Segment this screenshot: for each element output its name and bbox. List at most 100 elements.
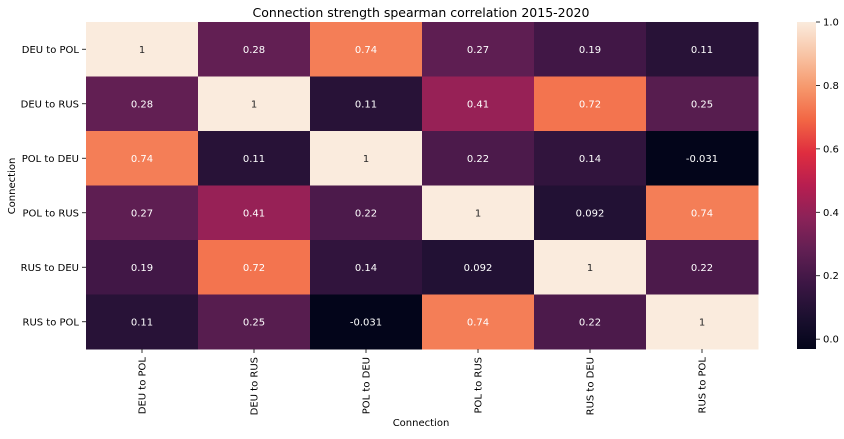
heatmap-cell xyxy=(198,76,311,132)
cell-value-label: -0.031 xyxy=(350,317,382,328)
y-tick-label: RUS to POL xyxy=(23,317,80,328)
heatmap-cell xyxy=(422,185,535,241)
heatmap-cell xyxy=(198,240,311,295)
heatmap-cell xyxy=(310,240,423,295)
heatmap-cell xyxy=(310,131,423,186)
chart-title: Connection strength spearman correlation… xyxy=(253,5,590,20)
heatmap-cell xyxy=(86,240,199,295)
y-tick-label: POL to RUS xyxy=(23,208,79,219)
cell-value-label: 0.14 xyxy=(579,154,601,165)
x-tick-label: DEU to POL xyxy=(138,357,149,415)
heatmap-cell xyxy=(534,185,647,241)
cell-value-label: 0.72 xyxy=(243,263,265,274)
y-tick-label: DEU to RUS xyxy=(21,99,79,110)
cell-value-label: 1 xyxy=(587,263,593,274)
colorbar xyxy=(797,22,816,349)
heatmap-cell xyxy=(534,76,647,132)
colorbar-tick-label: 0.4 xyxy=(823,208,839,219)
cell-value-label: 0.25 xyxy=(691,99,713,110)
cell-value-label: 0.27 xyxy=(131,208,153,219)
cell-value-label: 0.22 xyxy=(579,317,601,328)
cell-value-label: 0.27 xyxy=(467,45,489,56)
cell-value-label: 0.41 xyxy=(467,99,489,110)
colorbar-tick-label: 0.6 xyxy=(823,144,839,155)
cell-value-label: 0.25 xyxy=(243,317,265,328)
cell-value-label: 0.41 xyxy=(243,208,265,219)
heatmap-cells xyxy=(86,22,759,350)
heatmap-cell xyxy=(198,22,311,77)
cell-value-label: 0.14 xyxy=(355,263,377,274)
heatmap-cell xyxy=(86,294,199,350)
cell-value-label: 0.092 xyxy=(464,263,493,274)
heatmap-cell xyxy=(422,22,535,77)
heatmap-cell xyxy=(646,240,759,295)
heatmap-cell xyxy=(310,76,423,132)
heatmap-cell xyxy=(86,131,199,186)
heatmap-cell xyxy=(534,240,647,295)
cell-value-label: 0.11 xyxy=(355,99,377,110)
y-tick-label: RUS to DEU xyxy=(21,263,79,274)
cell-value-label: 0.11 xyxy=(691,45,713,56)
cell-value-label: 0.22 xyxy=(691,263,713,274)
cell-value-label: 0.11 xyxy=(243,154,265,165)
heatmap-cell-labels: 1 0.28 0.74 0.27 0.19 0.11 0.28 1 0.11 0.41 0.72 0.… xyxy=(131,45,718,329)
heatmap-cell xyxy=(86,185,199,241)
heatmap-cell xyxy=(310,294,423,350)
colorbar-tick-label: 1.0 xyxy=(823,18,839,29)
cell-value-label: 0.74 xyxy=(355,45,377,56)
heatmap-cell xyxy=(422,76,535,132)
heatmap-cell xyxy=(646,76,759,132)
y-tick-label: DEU to POL xyxy=(22,45,80,56)
x-tick-label: POL to DEU xyxy=(362,357,373,414)
heatmap-cell xyxy=(198,294,311,350)
heatmap-cell xyxy=(198,131,311,186)
cell-value-label: -0.031 xyxy=(686,154,718,165)
y-axis-ticks: DEU to POL DEU to RUS POL to DEU POL to RUS… xyxy=(21,45,86,328)
x-tick-label: DEU to RUS xyxy=(250,357,261,415)
cell-value-label: 1 xyxy=(475,208,481,219)
y-tick-label: POL to DEU xyxy=(22,154,79,165)
cell-value-label: 0.74 xyxy=(691,208,713,219)
cell-value-label: 0.74 xyxy=(467,317,489,328)
x-tick-label: RUS to POL xyxy=(698,357,709,414)
heatmap-cell xyxy=(310,185,423,241)
heatmap-cell xyxy=(422,131,535,186)
y-axis-label: Connection xyxy=(7,158,18,215)
cell-value-label: 1 xyxy=(139,45,145,56)
cell-value-label: 0.72 xyxy=(579,99,601,110)
colorbar-tick-label: 0.8 xyxy=(823,81,839,92)
heatmap-cell xyxy=(646,22,759,77)
heatmap-cell xyxy=(646,294,759,350)
cell-value-label: 0.19 xyxy=(579,45,601,56)
heatmap-cell xyxy=(198,185,311,241)
x-axis-ticks: DEU to POL DEU to RUS POL to DEU POL to RUS… xyxy=(138,349,709,415)
cell-value-label: 0.092 xyxy=(576,208,605,219)
heatmap-cell xyxy=(534,294,647,350)
heatmap-cell xyxy=(86,76,199,132)
cell-value-label: 1 xyxy=(363,154,369,165)
heatmap-cell xyxy=(534,22,647,77)
colorbar-ticks: 0.0 0.2 0.4 0.6 0.8 1.0 xyxy=(816,18,839,346)
colorbar-tick-label: 0.0 xyxy=(823,335,839,346)
cell-value-label: 0.28 xyxy=(131,99,153,110)
colorbar-tick-label: 0.2 xyxy=(823,271,839,282)
heatmap-cell xyxy=(310,22,423,77)
heatmap-cell xyxy=(86,22,199,77)
heatmap-cell xyxy=(646,131,759,186)
heatmap-cell xyxy=(534,131,647,186)
heatmap-cell xyxy=(422,240,535,295)
cell-value-label: 1 xyxy=(251,99,257,110)
heatmap-cell xyxy=(422,294,535,350)
x-axis-label: Connection xyxy=(393,418,450,429)
heatmap-cell xyxy=(646,185,759,241)
cell-value-label: 0.28 xyxy=(243,45,265,56)
cell-value-label: 0.19 xyxy=(131,263,153,274)
cell-value-label: 0.74 xyxy=(131,154,153,165)
cell-value-label: 1 xyxy=(699,317,705,328)
x-tick-label: RUS to DEU xyxy=(586,357,597,415)
cell-value-label: 0.22 xyxy=(467,154,489,165)
cell-value-label: 0.22 xyxy=(355,208,377,219)
cell-value-label: 0.11 xyxy=(131,317,153,328)
